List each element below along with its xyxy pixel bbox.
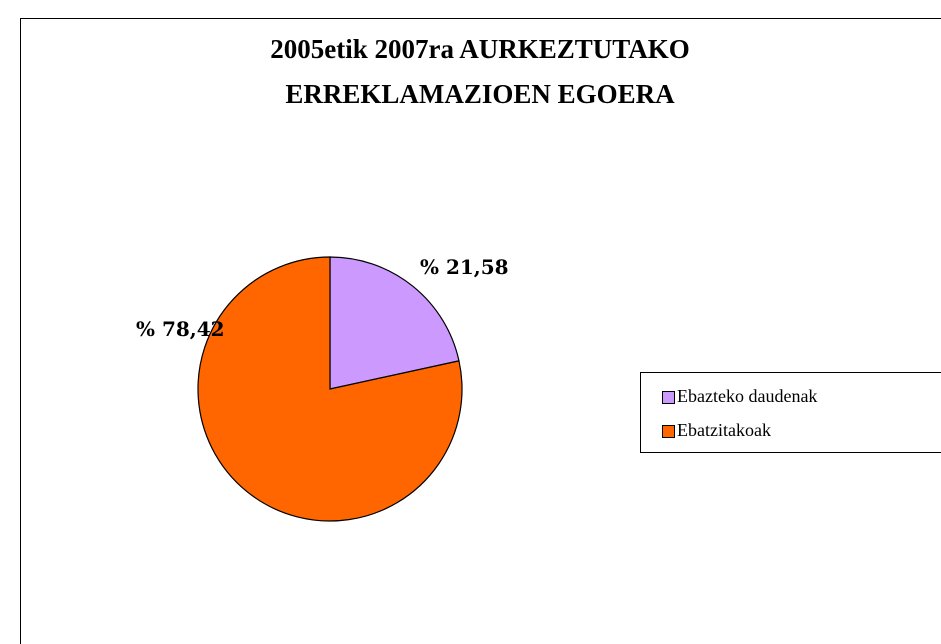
data-label: % 21,58: [420, 255, 509, 279]
pie-slice: [329, 256, 460, 390]
legend-swatch: [662, 425, 675, 438]
pie-slice: [197, 256, 463, 522]
chart-title: ERREKLAMAZIOEN EGOERA: [285, 79, 675, 109]
legend-label: Ebazteko daudenak: [677, 386, 817, 406]
legend-label: Ebatzitakoak: [677, 420, 771, 440]
legend-box: [640, 372, 941, 453]
chart-title: 2005etik 2007ra AURKEZTUTAKO: [270, 34, 690, 64]
legend-swatch: [662, 391, 675, 404]
data-label: % 78,42: [136, 317, 225, 341]
chart-frame: [20, 18, 941, 644]
